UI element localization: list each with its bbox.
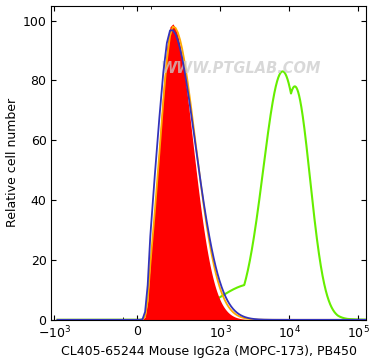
Y-axis label: Relative cell number: Relative cell number	[6, 98, 18, 227]
Text: WWW.PTGLAB.COM: WWW.PTGLAB.COM	[160, 61, 321, 76]
X-axis label: CL405-65244 Mouse IgG2a (MOPC-173), PB450: CL405-65244 Mouse IgG2a (MOPC-173), PB45…	[61, 345, 357, 359]
